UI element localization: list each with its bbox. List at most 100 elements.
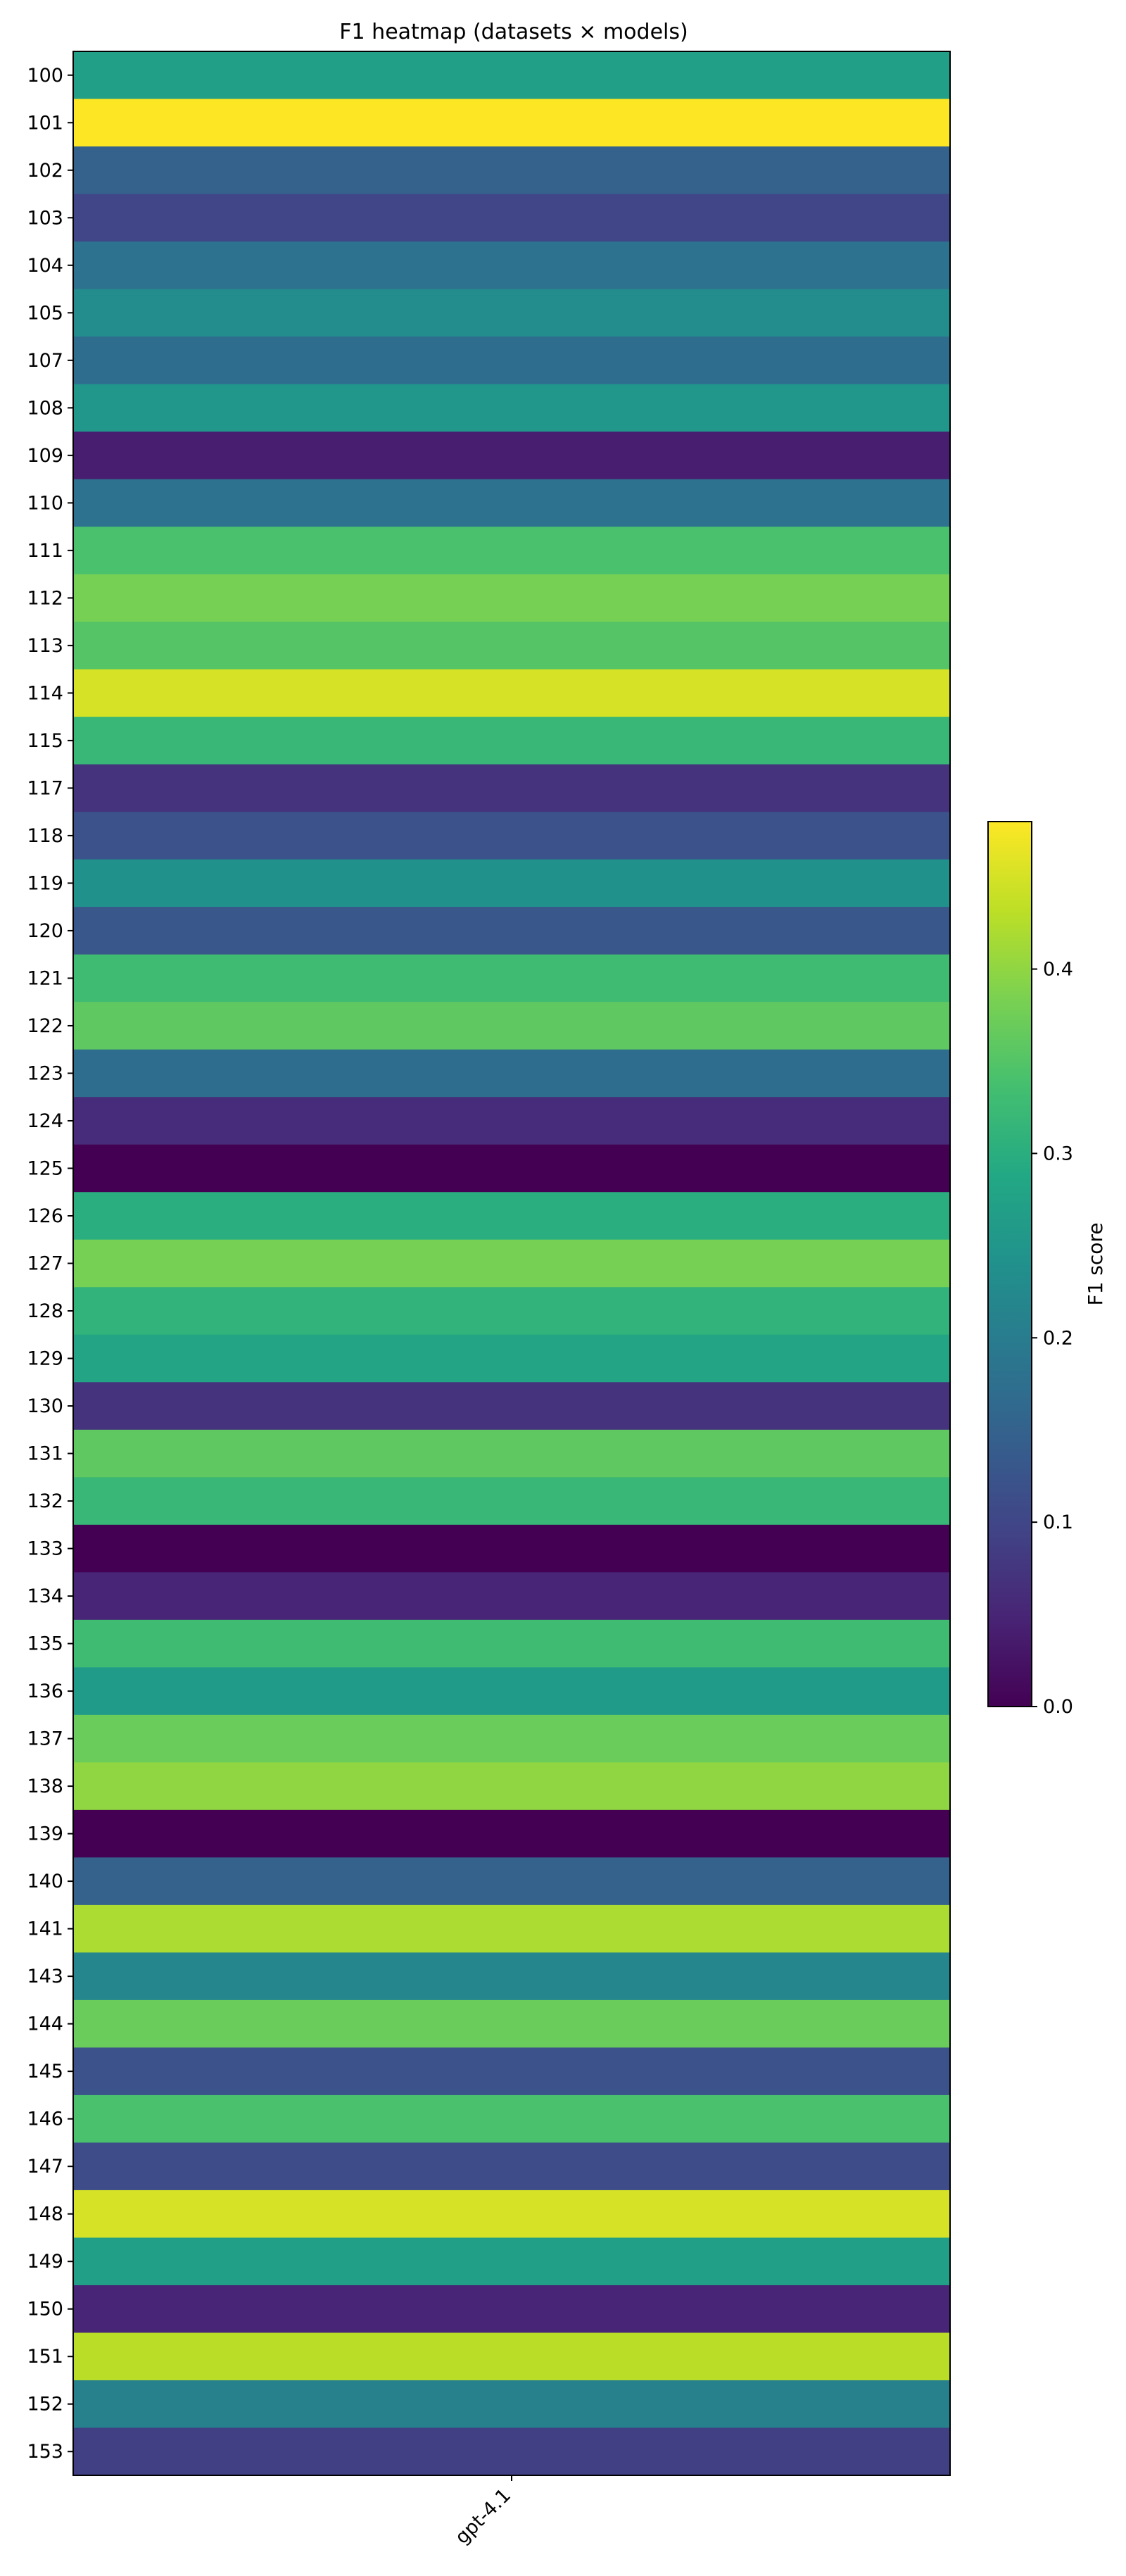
heatmap-cell	[73, 479, 951, 527]
row-tick-label: 144	[27, 2013, 63, 2035]
heatmap-cell	[73, 384, 951, 432]
row-tick-label: 113	[27, 635, 63, 657]
heatmap-cell	[73, 1382, 951, 1431]
row-tick-label: 138	[27, 1776, 63, 1797]
column-tick-label: gpt-4.1	[451, 2484, 515, 2549]
row-tick-label: 134	[27, 1585, 63, 1607]
heatmap-cell	[73, 99, 951, 147]
row-tick-label: 131	[27, 1443, 63, 1465]
heatmap-cell	[73, 764, 951, 812]
heatmap-cell	[73, 2189, 951, 2238]
row-tick-label: 100	[27, 65, 63, 87]
heatmap-cell	[73, 337, 951, 385]
row-tick-label: 141	[27, 1918, 63, 1940]
heatmap-cell	[73, 194, 951, 242]
heatmap-cell	[73, 1097, 951, 1145]
heatmap-cell	[73, 954, 951, 1003]
heatmap-cell	[73, 1334, 951, 1383]
heatmap-cell	[73, 717, 951, 765]
row-tick-label: 146	[27, 2109, 63, 2130]
row-tick-label: 124	[27, 1110, 63, 1132]
heatmap-cell	[73, 289, 951, 337]
heatmap-cell	[73, 2285, 951, 2333]
row-tick-label: 128	[27, 1300, 63, 1322]
heatmap-cell	[73, 2380, 951, 2428]
chart-title: F1 heatmap (datasets × models)	[339, 20, 688, 44]
column-tick-labels: gpt-4.1	[451, 2475, 515, 2549]
heatmap-cell	[73, 622, 951, 670]
heatmap-cell	[73, 432, 951, 480]
row-tick-label: 150	[27, 2299, 63, 2320]
row-tick-label: 143	[27, 1966, 63, 1987]
colorbar-label: F1 score	[1084, 1222, 1107, 1305]
heatmap-cell	[73, 1477, 951, 1526]
row-tick-label: 112	[27, 587, 63, 609]
row-tick-label: 153	[27, 2441, 63, 2463]
colorbar-tick-label: 0.0	[1043, 1696, 1073, 1718]
heatmap-cell	[73, 1287, 951, 1336]
colorbar-tick-label: 0.3	[1043, 1143, 1073, 1164]
heatmap-cell	[73, 2332, 951, 2381]
heatmap-cell	[73, 241, 951, 290]
heatmap-cell	[73, 146, 951, 195]
row-tick-label: 135	[27, 1633, 63, 1655]
row-tick-label: 148	[27, 2204, 63, 2225]
row-tick-label: 133	[27, 1538, 63, 1560]
heatmap-cell	[73, 1904, 951, 1953]
heatmap-cell	[73, 2142, 951, 2191]
row-tick-label: 132	[27, 1490, 63, 1512]
heatmap-cell	[73, 1192, 951, 1240]
row-tick-label: 139	[27, 1823, 63, 1845]
row-tick-label: 130	[27, 1395, 63, 1417]
heatmap-cell	[73, 2237, 951, 2286]
row-tick-label: 122	[27, 1015, 63, 1037]
heatmap-cell	[73, 2427, 951, 2476]
row-tick-label: 120	[27, 920, 63, 942]
row-tick-label: 111	[27, 540, 63, 562]
row-tick-label: 105	[27, 302, 63, 324]
heatmap-cell	[73, 1239, 951, 1288]
heatmap-cell	[73, 1714, 951, 1763]
heatmap-cell	[73, 1524, 951, 1573]
row-tick-label: 129	[27, 1348, 63, 1370]
row-tick-label: 147	[27, 2156, 63, 2178]
colorbar-tick-label: 0.2	[1043, 1327, 1073, 1349]
row-tick-label: 117	[27, 777, 63, 799]
row-tick-label: 118	[27, 825, 63, 847]
row-tick-label: 152	[27, 2394, 63, 2415]
heatmap-cell	[73, 812, 951, 860]
colorbar-gradient	[987, 821, 1032, 1707]
plot-frame	[72, 51, 951, 2476]
row-tick-label: 125	[27, 1157, 63, 1179]
heatmap-cell	[73, 1144, 951, 1193]
row-tick-label: 103	[27, 207, 63, 229]
colorbar-tick-label: 0.4	[1043, 959, 1073, 981]
row-tick-labels: 100 101 102 103 104 105 107 108 109 110 111 112 113 1…	[27, 65, 73, 2463]
row-tick-label: 136	[27, 1680, 63, 1702]
row-tick-label: 149	[27, 2251, 63, 2273]
row-tick-label: 121	[27, 967, 63, 989]
heatmap-cell	[73, 859, 951, 907]
heatmap-cell	[73, 1667, 951, 1716]
colorbar: 0.0 0.1 0.2 0.3 0.4 F1 score	[987, 821, 1107, 1718]
heatmap-cell	[73, 2094, 951, 2143]
row-tick-label: 114	[27, 682, 63, 704]
row-tick-label: 137	[27, 1728, 63, 1750]
heatmap-cell	[73, 1049, 951, 1098]
heatmap-cell	[73, 2047, 951, 2096]
heatmap-cell	[73, 574, 951, 622]
row-tick-label: 104	[27, 255, 63, 277]
row-tick-label: 102	[27, 160, 63, 182]
heatmap-cells	[73, 51, 951, 2476]
row-tick-label: 115	[27, 730, 63, 752]
heatmap-cell	[73, 1572, 951, 1621]
row-tick-label: 109	[27, 445, 63, 467]
row-tick-label: 119	[27, 872, 63, 894]
heatmap-cell	[73, 669, 951, 717]
heatmap-cell	[73, 1952, 951, 2001]
colorbar-tick-label: 0.1	[1043, 1512, 1073, 1533]
row-tick-label: 126	[27, 1205, 63, 1227]
heatmap-cell	[73, 1619, 951, 1668]
